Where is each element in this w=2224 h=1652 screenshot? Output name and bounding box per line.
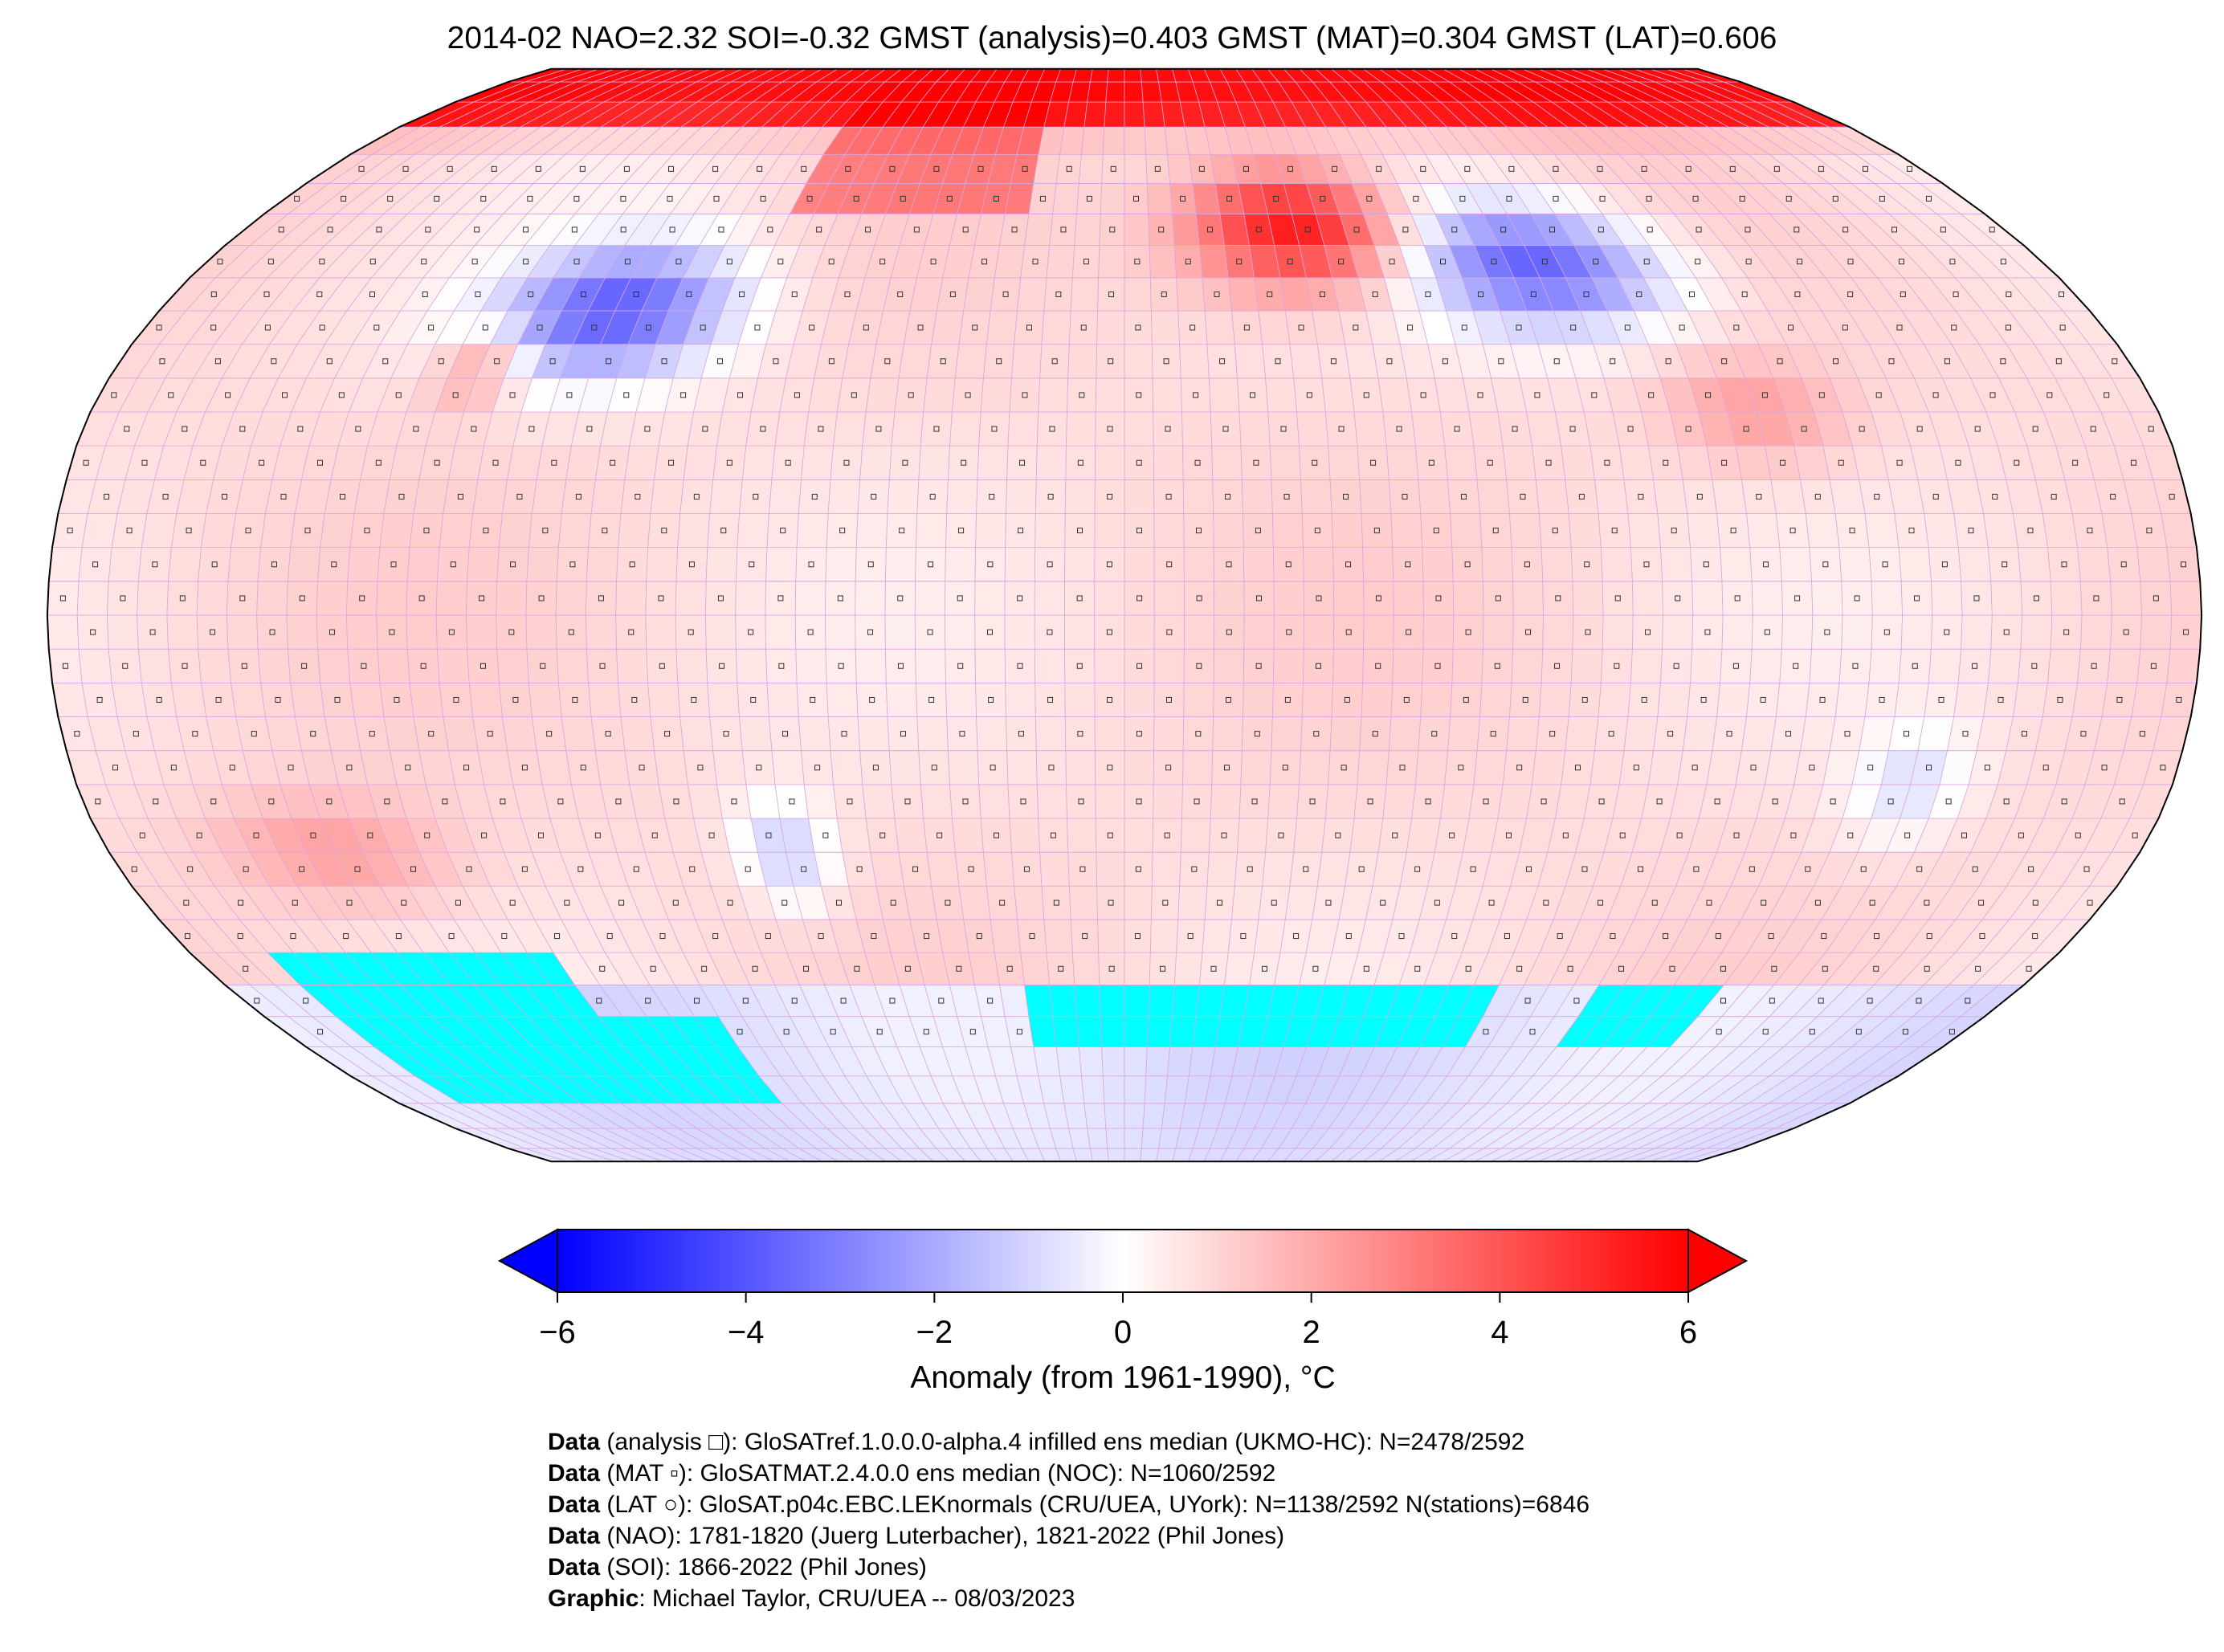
world-anomaly-map	[46, 67, 2203, 1163]
colorbar: −6 −4 −2 0 2 4 6 Anomaly (from 1961-1990), °C	[497, 1228, 1749, 1395]
colorbar-gradient	[557, 1229, 1689, 1293]
colorbar-extend-low	[497, 1228, 558, 1294]
credit-line-4: Data (SOI): 1866-2022 (Phil Jones)	[548, 1554, 927, 1581]
colorbar-tick-label: −6	[539, 1315, 576, 1350]
colorbar-tick-label: 4	[1491, 1315, 1508, 1350]
grid-cells	[47, 68, 2202, 1162]
data-credits: Data (analysis □): GloSATref.1.0.0.0-alp…	[548, 1426, 1589, 1614]
credit-line-1: Data (MAT ▫): GloSATMAT.2.4.0.0 ens medi…	[548, 1460, 1276, 1487]
colorbar-tick-label: −4	[728, 1315, 765, 1350]
colorbar-tick-label: −2	[916, 1315, 953, 1350]
colorbar-extend-high	[1687, 1228, 1749, 1294]
chart-title: 2014-02 NAO=2.32 SOI=-0.32 GMST (analysi…	[447, 21, 1777, 55]
colorbar-label: Anomaly (from 1961-1990), °C	[910, 1360, 1335, 1395]
credit-line-3: Data (NAO): 1781-1820 (Juerg Luterbacher…	[548, 1523, 1285, 1549]
colorbar-tick-label: 0	[1114, 1315, 1132, 1350]
credit-line-0: Data (analysis □): GloSATref.1.0.0.0-alp…	[548, 1429, 1525, 1455]
colorbar-tick-label: 6	[1679, 1315, 1697, 1350]
credit-line-2: Data (LAT ○): GloSAT.p04c.EBC.LEKnormals…	[548, 1491, 1590, 1518]
colorbar-tick-label: 2	[1303, 1315, 1320, 1350]
credit-line-5: Graphic: Michael Taylor, CRU/UEA -- 08/0…	[548, 1585, 1075, 1612]
